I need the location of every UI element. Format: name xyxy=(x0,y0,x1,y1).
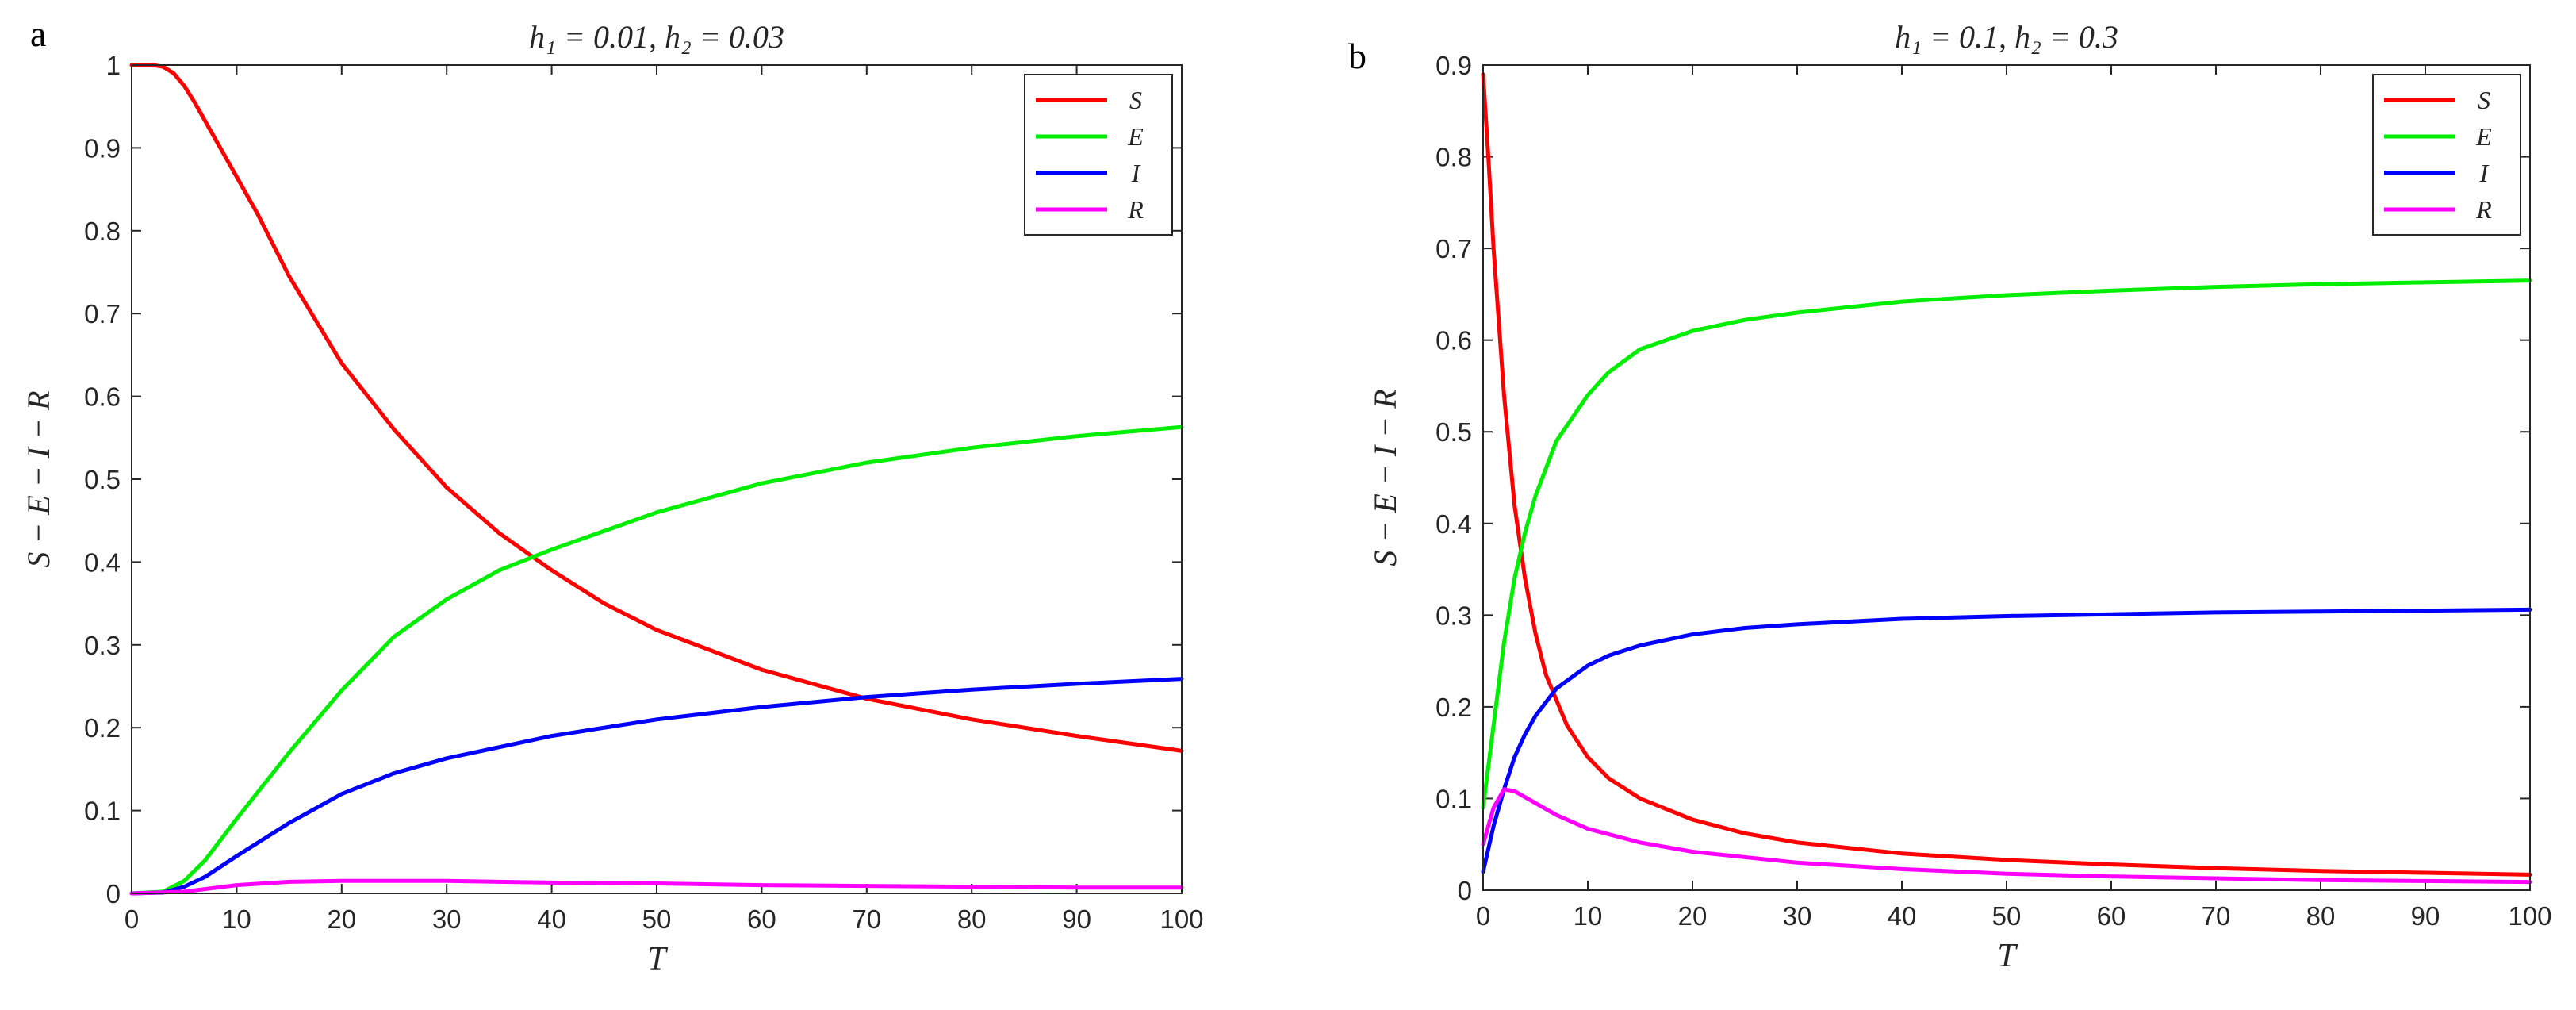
y-tick-label: 0.3 xyxy=(1436,601,1472,630)
plot-area xyxy=(1483,65,2530,890)
x-tick-label: 20 xyxy=(327,904,356,934)
y-tick-label: 0.5 xyxy=(1436,417,1472,447)
x-tick-label: 90 xyxy=(1062,904,1091,934)
legend-label-S: S xyxy=(2478,86,2490,114)
legend-label-I: I xyxy=(1131,159,1141,187)
series-line-I xyxy=(129,677,1184,896)
y-tick-label: 0.6 xyxy=(84,382,121,412)
y-tick-label: 0.5 xyxy=(84,465,121,494)
y-axis-label: S − E − I − R xyxy=(1367,389,1403,566)
y-tick-label: 0.9 xyxy=(84,133,121,163)
x-tick-label: 70 xyxy=(2202,901,2231,931)
y-axis-label: S − E − I − R xyxy=(21,390,56,567)
panel-label: b xyxy=(1348,36,1367,76)
y-tick-label: 0.7 xyxy=(1436,234,1472,263)
x-tick-label: 10 xyxy=(222,904,251,934)
x-tick-label: 80 xyxy=(2306,901,2336,931)
x-tick-label: 100 xyxy=(2508,901,2551,931)
x-tick-label: 30 xyxy=(432,904,462,934)
series-line-E xyxy=(1481,278,2532,810)
y-tick-label: 0.8 xyxy=(1436,143,1472,172)
legend-label-R: R xyxy=(2475,195,2492,224)
y-tick-label: 0.4 xyxy=(84,547,121,577)
series-line-S xyxy=(1481,72,2532,877)
legend-label-I: I xyxy=(2479,159,2490,187)
x-tick-label: 50 xyxy=(642,904,672,934)
x-tick-label: 60 xyxy=(2097,901,2126,931)
x-tick-label: 100 xyxy=(1160,904,1203,934)
series-line-I xyxy=(1481,607,2532,874)
series-line-E xyxy=(129,424,1184,896)
x-tick-label: 50 xyxy=(1992,901,2022,931)
x-tick-label: 90 xyxy=(2411,901,2440,931)
x-axis-label: T xyxy=(647,941,668,977)
y-tick-label: 0.2 xyxy=(84,713,121,743)
chart-panel-b: 0 10 20 30 40 50 60 70 80 90 100 0 0.1 0.2 0.3 0.4 0.5 0.… xyxy=(1348,19,2552,974)
y-tick-label: 0.1 xyxy=(1436,784,1472,813)
series-line-R xyxy=(129,878,1184,896)
y-tick-label: 0.1 xyxy=(84,797,121,826)
series-line-R xyxy=(1481,787,2532,885)
y-tick-label: 1 xyxy=(106,51,121,80)
legend-label-S: S xyxy=(1129,86,1142,114)
x-tick-label: 60 xyxy=(747,904,776,934)
x-tick-label: 70 xyxy=(852,904,881,934)
y-tick-label: 0.3 xyxy=(84,631,121,660)
x-tick-label: 40 xyxy=(1888,901,1917,931)
x-axis-label: T xyxy=(1997,938,2018,974)
y-tick-label: 0.7 xyxy=(84,299,121,328)
chart-title: h₁ = 0.1, h₂ = 0.3 xyxy=(1895,19,2118,55)
chart-panel-a: 0 10 20 30 40 50 60 70 80 90 100 0 0.1 0.2 0.3 0.4 0.5 0.… xyxy=(21,13,1204,977)
x-tick-label: 20 xyxy=(1678,901,1708,931)
y-tick-label: 0.6 xyxy=(1436,326,1472,355)
legend-label-E: E xyxy=(2475,122,2492,151)
legend-label-E: E xyxy=(1127,122,1144,151)
y-tick-label: 0.4 xyxy=(1436,509,1472,539)
legend-label-R: R xyxy=(1127,195,1144,224)
panel-label: a xyxy=(30,13,46,54)
x-tick-label: 0 xyxy=(125,904,139,934)
y-tick-label: 0.9 xyxy=(1436,51,1472,80)
x-tick-label: 40 xyxy=(537,904,566,934)
y-tick-label: 0.2 xyxy=(1436,693,1472,722)
axes-frame xyxy=(131,64,1183,894)
chart-title: h₁ = 0.01, h₂ = 0.03 xyxy=(529,19,784,55)
y-tick-label: 0 xyxy=(106,879,121,908)
y-tick-label: 0 xyxy=(1458,876,1472,905)
x-tick-label: 30 xyxy=(1783,901,1812,931)
y-tick-label: 0.8 xyxy=(84,217,121,246)
x-tick-label: 10 xyxy=(1574,901,1603,931)
series-line-S xyxy=(129,63,1184,753)
axes-frame xyxy=(1482,64,2531,891)
x-tick-label: 0 xyxy=(1476,901,1490,931)
plot-area xyxy=(132,65,1182,893)
x-tick-label: 80 xyxy=(957,904,987,934)
